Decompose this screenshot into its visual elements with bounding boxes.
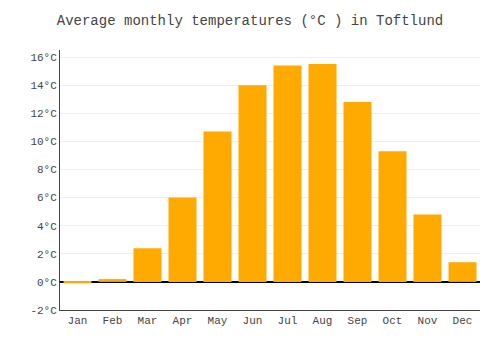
svg-text:May: May <box>208 315 228 327</box>
svg-text:8°C: 8°C <box>37 164 57 176</box>
svg-text:4°C: 4°C <box>37 221 57 233</box>
svg-text:-2°C: -2°C <box>30 305 57 317</box>
svg-text:16°C: 16°C <box>30 52 57 64</box>
svg-text:12°C: 12°C <box>30 108 57 120</box>
svg-text:Sep: Sep <box>348 315 368 327</box>
svg-text:Average monthly temperatures (: Average monthly temperatures (°C ) in To… <box>57 13 443 29</box>
svg-text:Jul: Jul <box>278 315 298 327</box>
svg-text:Jan: Jan <box>68 315 88 327</box>
svg-text:Dec: Dec <box>453 315 473 327</box>
svg-text:6°C: 6°C <box>37 192 57 204</box>
svg-text:Feb: Feb <box>103 315 123 327</box>
svg-text:Oct: Oct <box>383 315 403 327</box>
svg-text:10°C: 10°C <box>30 136 57 148</box>
svg-text:Nov: Nov <box>418 315 438 327</box>
svg-text:2°C: 2°C <box>37 249 57 261</box>
svg-text:Jun: Jun <box>243 315 263 327</box>
svg-text:Aug: Aug <box>313 315 333 327</box>
svg-text:0°C: 0°C <box>37 277 57 289</box>
svg-text:Apr: Apr <box>173 315 193 327</box>
svg-text:Mar: Mar <box>138 315 158 327</box>
svg-text:14°C: 14°C <box>30 80 57 92</box>
